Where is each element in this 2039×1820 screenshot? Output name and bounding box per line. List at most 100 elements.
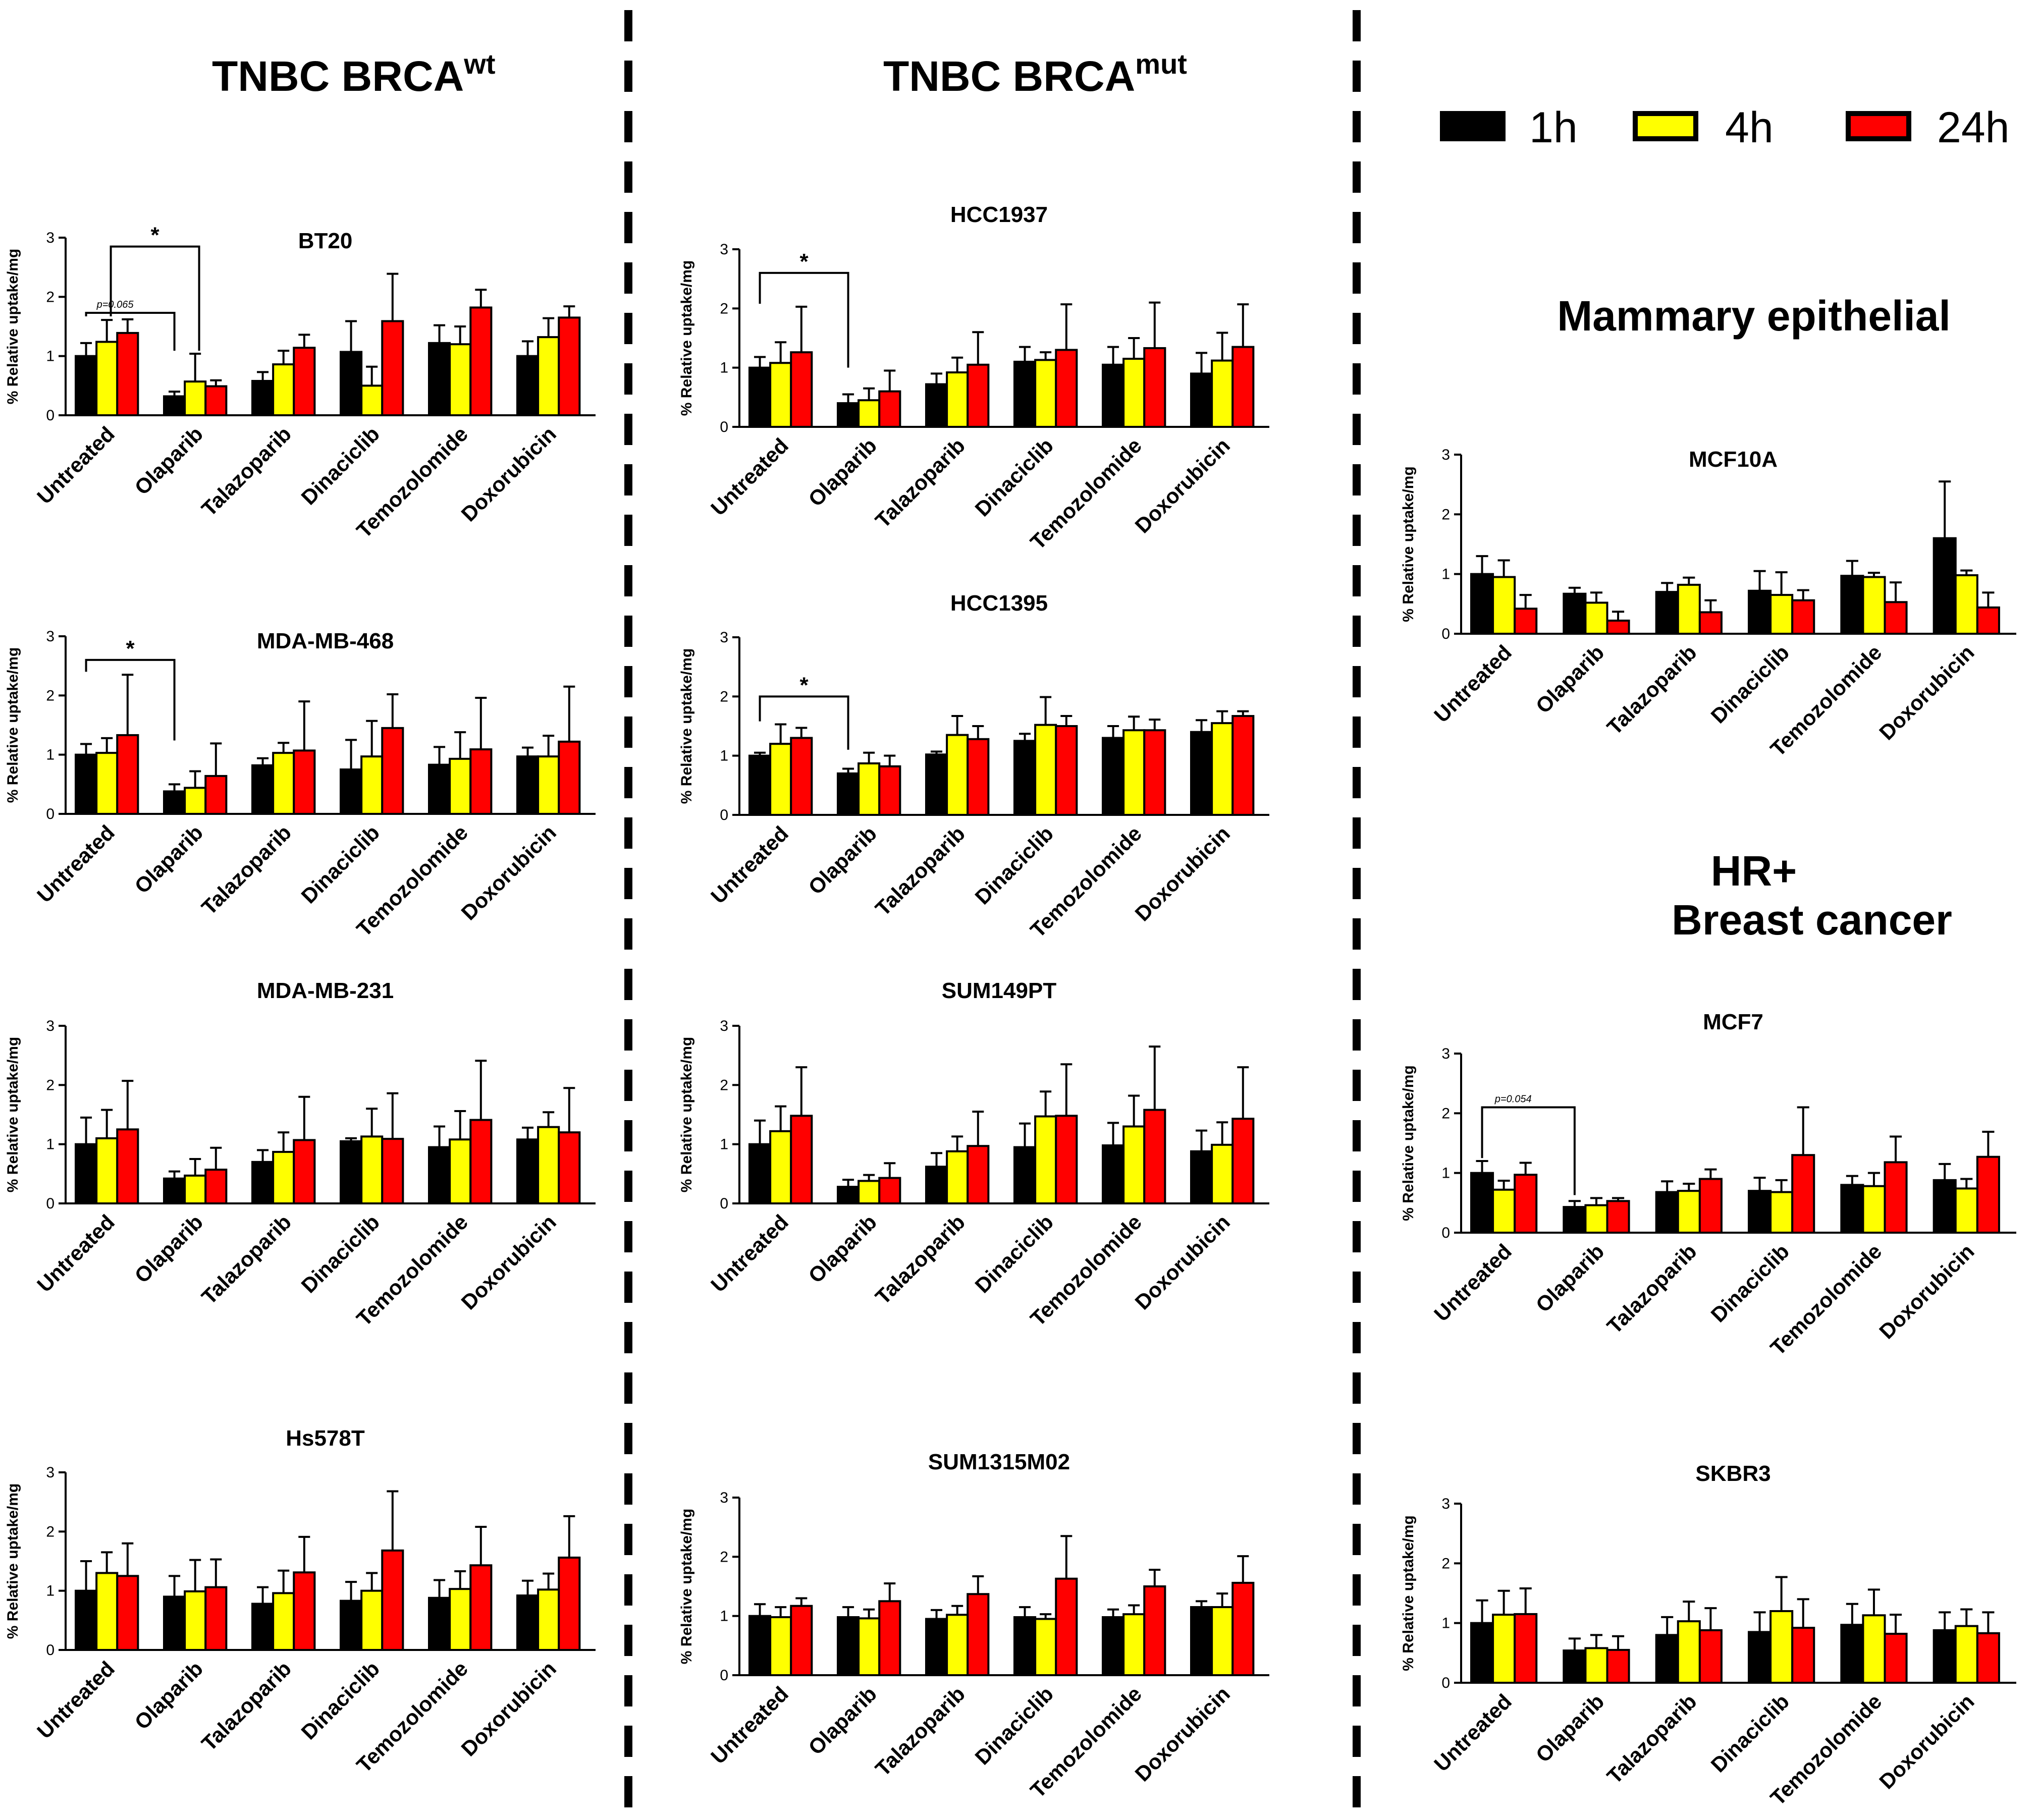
bar-1h <box>1102 1144 1125 1205</box>
bar-1h <box>1655 591 1679 635</box>
significance-label: * <box>800 249 809 274</box>
section-title-mammary: Mammary epithelial <box>1557 292 1951 340</box>
x-tick-label: Dinaciclib <box>297 1210 385 1298</box>
x-tick-label: Dinaciclib <box>1706 640 1794 728</box>
bar-1h <box>1102 737 1125 816</box>
bar-24h <box>1231 1118 1255 1205</box>
legend-swatch-1h <box>1440 111 1506 141</box>
y-axis-label: % Relative uptake/mg <box>1400 1065 1417 1221</box>
bar-1h <box>837 1186 860 1205</box>
x-tick-label: Talazoparib <box>197 1210 296 1309</box>
bar-1h <box>251 1161 275 1205</box>
x-tick-label: Doxorubicin <box>1131 1210 1235 1314</box>
bar-4h <box>946 734 969 816</box>
y-tick-label: 2 <box>1441 1555 1450 1572</box>
y-tick-label: 1 <box>1441 1165 1450 1182</box>
section-title-text: TNBC BRCA <box>883 52 1135 100</box>
bar-24h <box>293 1139 316 1205</box>
bar-4h <box>1862 576 1886 635</box>
x-tick-label: Dinaciclib <box>1706 1689 1794 1777</box>
bar-1h <box>428 342 451 416</box>
bar-24h <box>967 738 990 816</box>
bar-4h <box>1211 1143 1234 1205</box>
y-tick-label: 2 <box>720 688 728 705</box>
x-tick-label: Dinaciclib <box>297 422 385 510</box>
bar-4h <box>769 1130 792 1204</box>
bar-1h <box>1933 537 1957 635</box>
bar-4h <box>769 362 792 428</box>
x-tick-label: Talazoparib <box>1602 1689 1701 1788</box>
x-tick-label: Dinaciclib <box>971 433 1058 521</box>
significance-label: p=0.065 <box>96 299 134 310</box>
bar-24h <box>1231 1581 1255 1676</box>
chart-title: MDA-MB-468 <box>257 629 394 653</box>
significance-label: p=0.054 <box>1494 1094 1532 1105</box>
y-tick-label: 2 <box>720 1077 728 1093</box>
x-tick-label: Olaparib <box>130 1210 207 1288</box>
chart-hs578t: Hs578T 0 1 2 3 % Relative uptake/mg Untreated O… <box>5 1426 596 1777</box>
y-tick-label: 1 <box>46 747 55 763</box>
bar-1h <box>163 395 186 416</box>
bar-1h <box>837 772 860 816</box>
bar-1h <box>163 1595 186 1651</box>
bar-4h <box>95 752 119 815</box>
bar-24h <box>116 1575 139 1651</box>
chart-hcc1395: HCC1395 0 1 2 3 % Relative uptake/mg Untreated… <box>678 591 1269 942</box>
chart-mda-mb-231: MDA-MB-231 0 1 2 3 % Relative uptake/mg Untrea… <box>5 978 596 1331</box>
bar-4h <box>537 1126 560 1204</box>
bar-1h <box>748 1143 772 1205</box>
bar-1h <box>75 1589 98 1651</box>
bar-24h <box>878 1600 901 1676</box>
x-tick-label: Doxorubicin <box>1874 640 1978 744</box>
bar-1h <box>837 1616 860 1677</box>
bar-4h <box>1211 722 1234 816</box>
y-tick-label: 1 <box>46 1136 55 1153</box>
bar-24h <box>1976 606 2000 635</box>
bar-1h <box>516 1138 540 1205</box>
y-tick-label: 3 <box>1441 447 1450 463</box>
bar-24h <box>1698 611 1723 635</box>
bar-1h <box>75 355 98 417</box>
y-tick-label: 2 <box>46 1077 55 1093</box>
significance-bracket <box>85 312 176 351</box>
bar-4h <box>1584 1647 1608 1684</box>
bar-1h <box>1840 1624 1864 1684</box>
chart-title: SUM149PT <box>942 978 1057 1003</box>
bar-4h <box>1769 594 1794 635</box>
bar-4h <box>1769 1191 1794 1234</box>
section-title-hrplus-line2: Breast cancer <box>1672 896 1952 944</box>
bar-4h <box>184 380 207 416</box>
bar-1h <box>428 1146 451 1205</box>
chart-mda-mb-468: MDA-MB-468 0 1 2 3 % Relative uptake/mg Untrea… <box>5 628 596 941</box>
bar-4h <box>1211 359 1234 428</box>
significance-label: * <box>126 636 135 661</box>
x-tick-label: Talazoparib <box>871 1210 970 1309</box>
y-tick-label: 1 <box>1441 566 1450 583</box>
y-tick-label: 0 <box>1441 1675 1450 1691</box>
bar-24h <box>790 737 813 816</box>
bar-1h <box>251 1603 275 1651</box>
bar-4h <box>1034 359 1057 428</box>
bar-1h <box>748 754 772 816</box>
bar-4h <box>1034 1115 1057 1205</box>
bar-1h <box>1563 592 1587 635</box>
significance-label: * <box>800 673 809 697</box>
bar-1h <box>1013 1616 1037 1677</box>
bar-4h <box>449 757 472 815</box>
bar-4h <box>1584 1204 1608 1234</box>
bar-24h <box>1606 619 1630 635</box>
bar-24h <box>469 748 493 815</box>
bar-4h <box>360 1589 384 1651</box>
bar-1h <box>75 1143 98 1205</box>
bar-1h <box>1933 1179 1957 1234</box>
bar-1h <box>1013 740 1037 816</box>
bar-1h <box>340 768 363 815</box>
bar-4h <box>1954 1625 1978 1684</box>
bar-4h <box>1122 1613 1146 1677</box>
bar-4h <box>1034 1618 1057 1677</box>
bar-24h <box>116 332 139 417</box>
y-tick-label: 3 <box>46 628 55 645</box>
y-tick-label: 1 <box>720 1136 728 1153</box>
bar-24h <box>1143 1109 1166 1204</box>
bar-24h <box>1055 1115 1078 1205</box>
